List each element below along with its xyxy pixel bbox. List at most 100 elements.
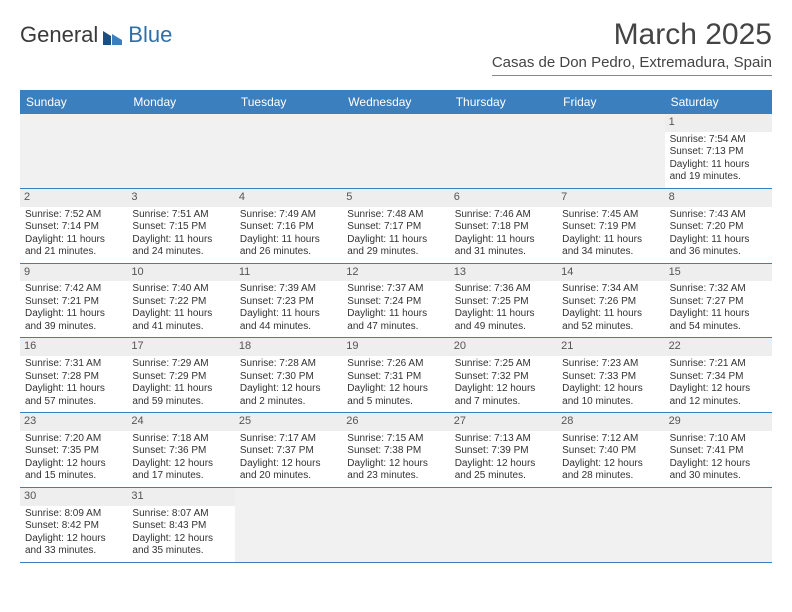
sunset-line: Sunset: 7:40 PM <box>562 445 659 458</box>
day-number: 30 <box>20 488 127 506</box>
sunrise-line: Sunrise: 7:49 AM <box>240 209 337 222</box>
sunset-line: Sunset: 7:21 PM <box>25 296 122 309</box>
calendar-cell: 9Sunrise: 7:42 AMSunset: 7:21 PMDaylight… <box>20 264 127 339</box>
daylight-line: Daylight: 11 hours and 26 minutes. <box>240 234 337 259</box>
calendar-cell: 24Sunrise: 7:18 AMSunset: 7:36 PMDayligh… <box>127 413 234 488</box>
day-number: 10 <box>127 264 234 282</box>
calendar-week: 23Sunrise: 7:20 AMSunset: 7:35 PMDayligh… <box>20 413 772 488</box>
sunrise-line: Sunrise: 7:43 AM <box>670 209 767 222</box>
calendar-cell: 23Sunrise: 7:20 AMSunset: 7:35 PMDayligh… <box>20 413 127 488</box>
calendar-week: 30Sunrise: 8:09 AMSunset: 8:42 PMDayligh… <box>20 488 772 563</box>
day-number: 11 <box>235 264 342 282</box>
calendar-cell: 7Sunrise: 7:45 AMSunset: 7:19 PMDaylight… <box>557 189 664 264</box>
daylight-line: Daylight: 12 hours and 2 minutes. <box>240 383 337 408</box>
sunset-line: Sunset: 7:24 PM <box>347 296 444 309</box>
sunset-line: Sunset: 7:30 PM <box>240 371 337 384</box>
sunrise-line: Sunrise: 7:13 AM <box>455 433 552 446</box>
calendar-cell: 15Sunrise: 7:32 AMSunset: 7:27 PMDayligh… <box>665 264 772 339</box>
sunrise-line: Sunrise: 7:37 AM <box>347 283 444 296</box>
day-header: Wednesday <box>342 90 449 114</box>
day-header: Tuesday <box>235 90 342 114</box>
sunset-line: Sunset: 7:37 PM <box>240 445 337 458</box>
day-number: 2 <box>20 189 127 207</box>
daylight-line: Daylight: 12 hours and 17 minutes. <box>132 458 229 483</box>
sunset-line: Sunset: 7:25 PM <box>455 296 552 309</box>
calendar-cell: 5Sunrise: 7:48 AMSunset: 7:17 PMDaylight… <box>342 189 449 264</box>
calendar-cell: 6Sunrise: 7:46 AMSunset: 7:18 PMDaylight… <box>450 189 557 264</box>
day-number: 14 <box>557 264 664 282</box>
flag-icon <box>102 27 124 43</box>
day-number: 26 <box>342 413 449 431</box>
calendar-week: 1Sunrise: 7:54 AMSunset: 7:13 PMDaylight… <box>20 114 772 189</box>
calendar-cell: 30Sunrise: 8:09 AMSunset: 8:42 PMDayligh… <box>20 488 127 563</box>
day-number: 28 <box>557 413 664 431</box>
day-number: 23 <box>20 413 127 431</box>
sunrise-line: Sunrise: 7:18 AM <box>132 433 229 446</box>
sunset-line: Sunset: 7:22 PM <box>132 296 229 309</box>
sunset-line: Sunset: 7:17 PM <box>347 221 444 234</box>
daylight-line: Daylight: 12 hours and 30 minutes. <box>670 458 767 483</box>
calendar-cell: 31Sunrise: 8:07 AMSunset: 8:43 PMDayligh… <box>127 488 234 563</box>
sunset-line: Sunset: 7:39 PM <box>455 445 552 458</box>
daylight-line: Daylight: 11 hours and 41 minutes. <box>132 308 229 333</box>
sunrise-line: Sunrise: 7:10 AM <box>670 433 767 446</box>
sunset-line: Sunset: 7:35 PM <box>25 445 122 458</box>
daylight-line: Daylight: 11 hours and 52 minutes. <box>562 308 659 333</box>
calendar-cell-blank <box>450 114 557 189</box>
sunrise-line: Sunrise: 7:40 AM <box>132 283 229 296</box>
daylight-line: Daylight: 12 hours and 10 minutes. <box>562 383 659 408</box>
day-number: 9 <box>20 264 127 282</box>
daylight-line: Daylight: 11 hours and 54 minutes. <box>670 308 767 333</box>
sunrise-line: Sunrise: 7:21 AM <box>670 358 767 371</box>
day-header: Friday <box>557 90 664 114</box>
day-number: 7 <box>557 189 664 207</box>
daylight-line: Daylight: 11 hours and 47 minutes. <box>347 308 444 333</box>
calendar-cell: 8Sunrise: 7:43 AMSunset: 7:20 PMDaylight… <box>665 189 772 264</box>
sunrise-line: Sunrise: 7:36 AM <box>455 283 552 296</box>
day-number: 13 <box>450 264 557 282</box>
day-header: Monday <box>127 90 234 114</box>
sunrise-line: Sunrise: 7:28 AM <box>240 358 337 371</box>
sunset-line: Sunset: 7:33 PM <box>562 371 659 384</box>
month-title: March 2025 <box>492 18 772 52</box>
daylight-line: Daylight: 11 hours and 29 minutes. <box>347 234 444 259</box>
sunrise-line: Sunrise: 7:12 AM <box>562 433 659 446</box>
day-header: Thursday <box>450 90 557 114</box>
calendar-cell: 12Sunrise: 7:37 AMSunset: 7:24 PMDayligh… <box>342 264 449 339</box>
sunset-line: Sunset: 7:14 PM <box>25 221 122 234</box>
sunset-line: Sunset: 7:26 PM <box>562 296 659 309</box>
day-number: 3 <box>127 189 234 207</box>
daylight-line: Daylight: 11 hours and 57 minutes. <box>25 383 122 408</box>
day-number: 20 <box>450 338 557 356</box>
sunrise-line: Sunrise: 7:32 AM <box>670 283 767 296</box>
daylight-line: Daylight: 11 hours and 49 minutes. <box>455 308 552 333</box>
calendar-cell: 21 Sunrise: 7:23 AMSunset: 7:33 PMDayligh… <box>557 338 664 413</box>
header-row: General Blue March 2025 Casas de Don Ped… <box>20 18 772 82</box>
day-number: 24 <box>127 413 234 431</box>
calendar-cell: 29Sunrise: 7:10 AMSunset: 7:41 PMDayligh… <box>665 413 772 488</box>
sunset-line: Sunset: 8:43 PM <box>132 520 229 533</box>
day-number: 21 <box>557 338 664 356</box>
calendar-week: 2Sunrise: 7:52 AMSunset: 7:14 PMDaylight… <box>20 189 772 264</box>
title-block: March 2025 Casas de Don Pedro, Extremadu… <box>492 18 772 82</box>
sunset-line: Sunset: 7:32 PM <box>455 371 552 384</box>
day-number: 5 <box>342 189 449 207</box>
calendar: Sunday Monday Tuesday Wednesday Thursday… <box>20 90 772 563</box>
sunrise-line: Sunrise: 8:07 AM <box>132 508 229 521</box>
location-text: Casas de Don Pedro, Extremadura, Spain <box>492 54 772 76</box>
sunset-line: Sunset: 7:20 PM <box>670 221 767 234</box>
sunset-line: Sunset: 7:13 PM <box>670 146 767 159</box>
calendar-cell: 22Sunrise: 7:21 AMSunset: 7:34 PMDayligh… <box>665 338 772 413</box>
daylight-line: Daylight: 11 hours and 36 minutes. <box>670 234 767 259</box>
day-number: 17 <box>127 338 234 356</box>
daylight-line: Daylight: 11 hours and 31 minutes. <box>455 234 552 259</box>
daylight-line: Daylight: 12 hours and 20 minutes. <box>240 458 337 483</box>
sunrise-line: Sunrise: 7:23 AM <box>562 358 659 371</box>
day-number: 25 <box>235 413 342 431</box>
sunrise-line: Sunrise: 7:26 AM <box>347 358 444 371</box>
calendar-cell: 11Sunrise: 7:39 AMSunset: 7:23 PMDayligh… <box>235 264 342 339</box>
day-number: 19 <box>342 338 449 356</box>
daylight-line: Daylight: 12 hours and 15 minutes. <box>25 458 122 483</box>
sunrise-line: Sunrise: 7:17 AM <box>240 433 337 446</box>
daylight-line: Daylight: 11 hours and 24 minutes. <box>132 234 229 259</box>
